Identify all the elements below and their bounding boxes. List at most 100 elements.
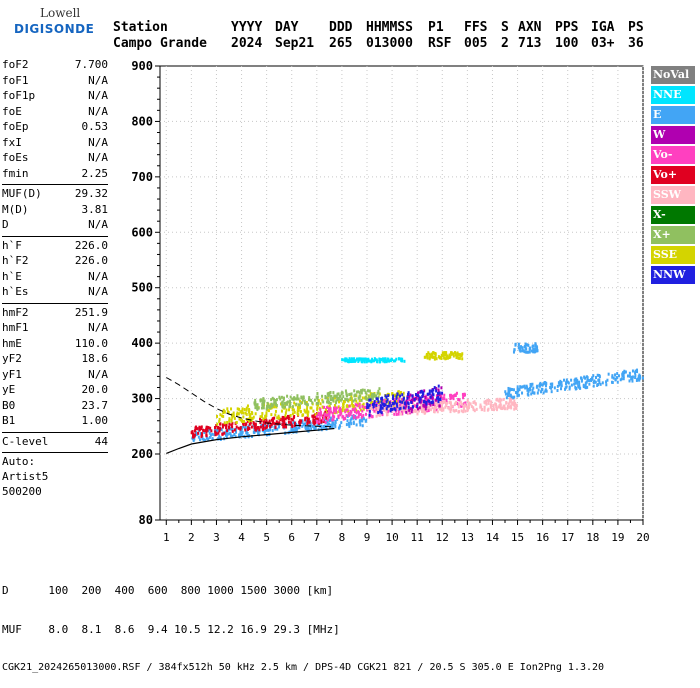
echo-point [435,387,438,391]
echo-point [359,357,362,361]
echo-point [450,407,453,411]
param-row: fxI N/A [2,136,108,152]
echo-point [480,408,483,412]
echo-point [530,349,533,353]
echo-point [329,398,332,402]
echo-point [387,394,390,398]
param-value: N/A [88,285,108,298]
echo-point [322,418,325,422]
echo-point [438,356,441,360]
echo-point [519,348,522,352]
echo-point [441,351,444,355]
echo-point [264,426,267,430]
echo-point [582,385,585,389]
echo-point [239,418,242,422]
echo-point [319,411,322,415]
echo-point [442,408,445,412]
echo-point [450,351,453,355]
echo-point [550,386,553,390]
echo-point [628,374,631,378]
echo-point [237,426,240,430]
echo-point [278,424,281,428]
echo-point [288,405,291,409]
echo-point [435,398,438,402]
echo-point [474,402,477,406]
echo-point [196,427,199,431]
echo-point [377,391,380,395]
echo-point [565,380,568,384]
echo-point [512,350,515,354]
echo-point [440,356,443,360]
echo-point [443,393,446,397]
echo-point [357,404,360,408]
echo-point [263,429,266,433]
echo-point [454,393,457,397]
echo-point [387,408,390,412]
digisonde-logo: Lowell DIGISONDE [4,6,104,40]
echo-point [424,411,427,415]
echo-point [516,394,519,398]
echo-point [296,396,299,400]
echo-point [342,399,345,403]
echo-point [215,432,218,436]
echo-point [248,415,251,419]
echo-point [293,410,296,414]
echo-point [565,385,568,389]
echo-point [316,395,319,399]
x-tick-label: 16 [536,531,549,544]
echo-point [517,393,520,397]
echo-point [438,404,441,408]
echo-point [197,435,200,439]
echo-point [457,410,460,414]
echo-point [214,433,217,437]
echo-point [638,376,641,380]
echo-point [366,398,369,402]
echo-point [464,409,467,413]
echo-point [232,414,235,418]
echo-point [514,343,517,347]
echo-point [331,414,334,418]
echo-point [262,420,265,424]
echo-point [440,353,443,357]
echo-point [259,417,262,421]
echo-point [333,406,336,410]
echo-point [265,407,268,411]
param-value: 20.0 [81,383,109,396]
echo-point [437,398,440,402]
echo-point [313,398,316,402]
echo-point [459,400,462,404]
echo-point [276,427,279,431]
echo-point [274,399,277,403]
y-tick-label: 80 [139,513,153,527]
echo-point [414,396,417,400]
echo-point [242,420,245,424]
echo-point [315,401,318,405]
param-value: 0.53 [81,120,109,133]
echo-point [365,392,368,396]
echo-point [304,422,307,426]
echo-point [257,430,260,434]
echo-point [352,404,355,408]
echo-point [331,422,334,426]
echo-point [433,406,436,410]
echo-point [271,396,274,400]
echo-point [256,406,259,410]
echo-point [249,419,252,423]
echo-point [352,399,355,403]
echo-point [392,394,395,398]
echo-point [373,400,376,404]
echo-point [262,403,265,407]
echo-point [410,400,413,404]
echo-point [291,397,294,401]
echo-point [304,410,307,414]
echo-point [259,399,262,403]
echo-point [356,403,359,407]
echo-point [324,396,327,400]
echo-point [536,346,539,350]
x-tick-label: 4 [238,531,245,544]
echo-point [320,424,323,428]
echo-point [347,404,350,408]
echo-point [306,403,309,407]
header-label-2: DAY [275,20,299,35]
echo-point [245,408,248,412]
